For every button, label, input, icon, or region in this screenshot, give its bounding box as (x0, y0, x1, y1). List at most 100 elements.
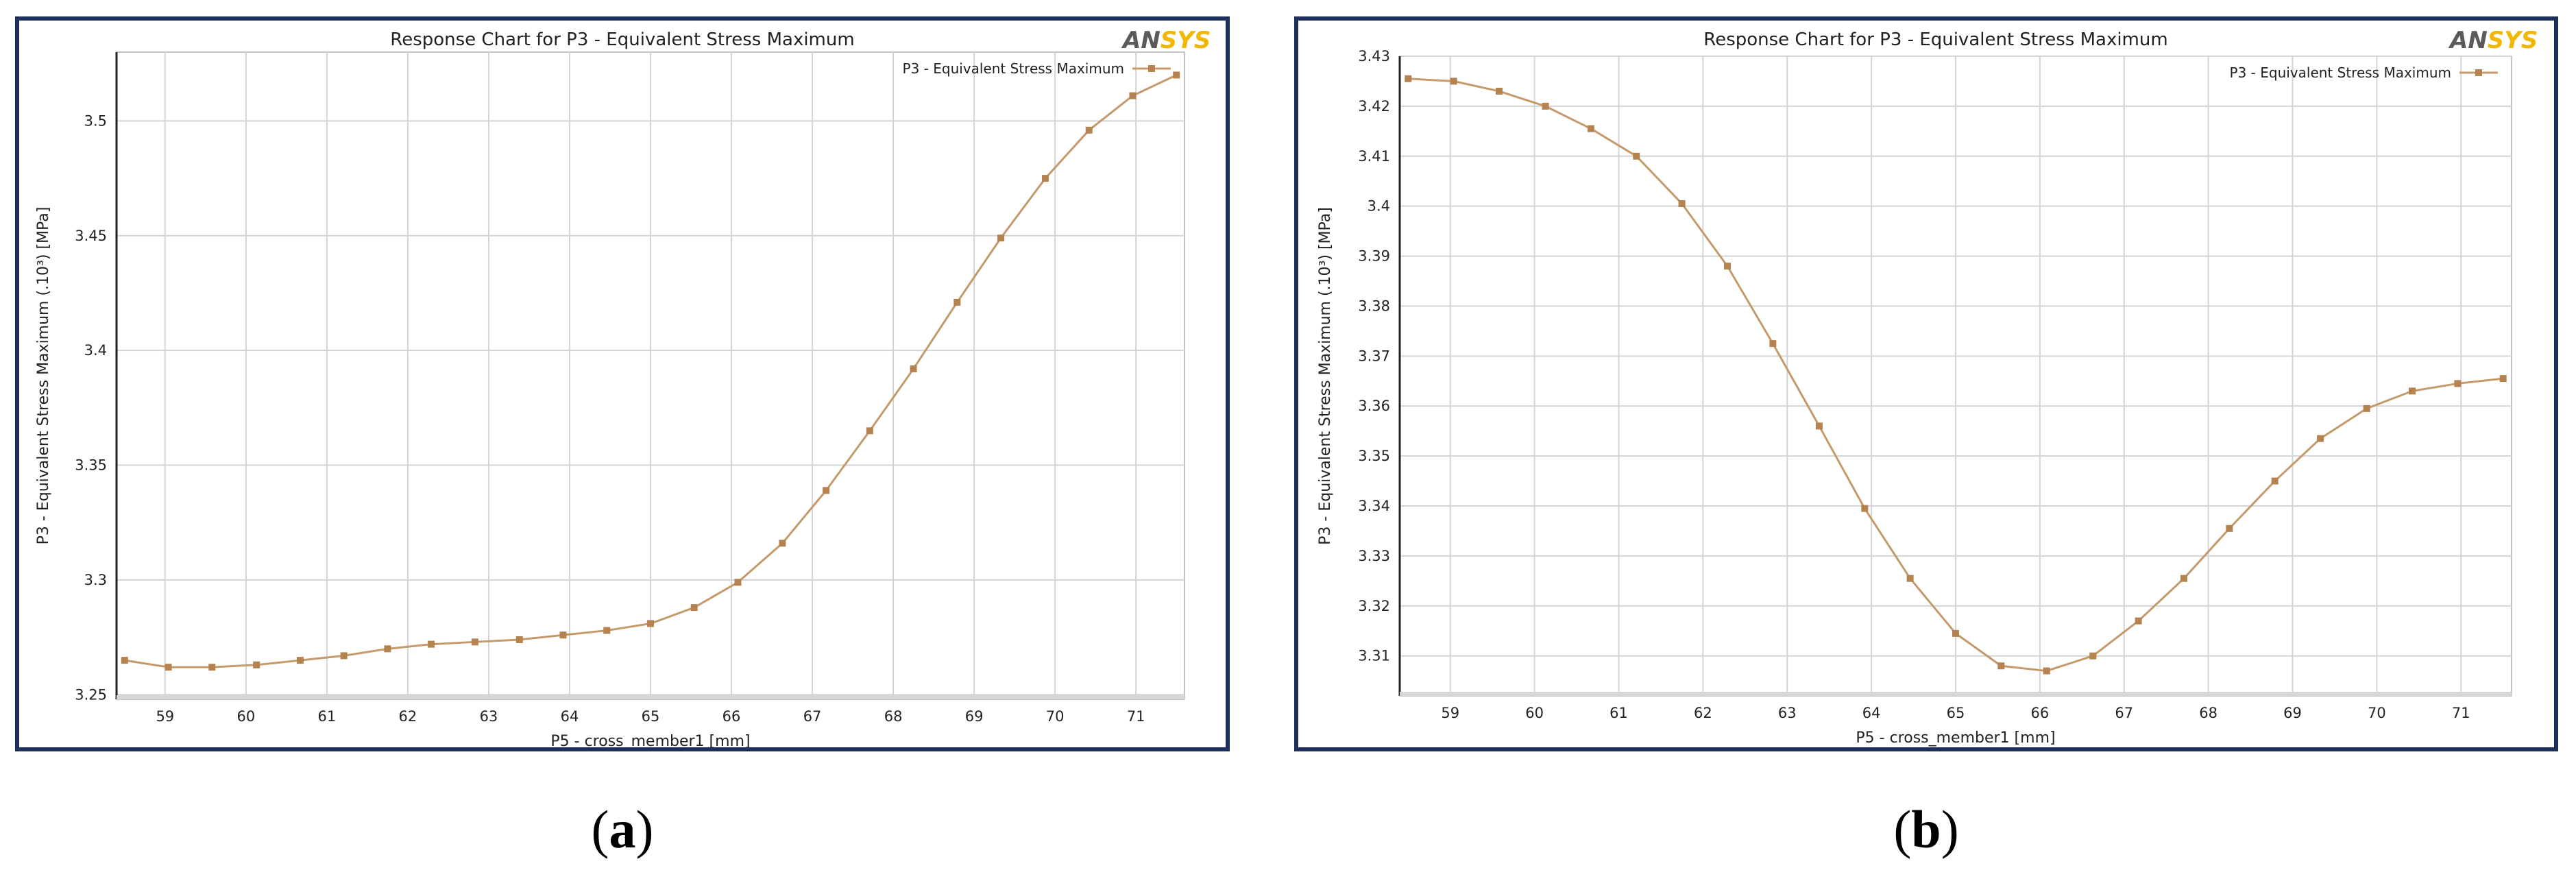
subfigure-label-a: (a) (591, 799, 654, 859)
legend-swatch-marker (2475, 69, 2482, 76)
data-point (2317, 435, 2324, 442)
data-point (603, 627, 611, 634)
x-tick-label: 63 (1778, 705, 1797, 721)
chart-title: Response Chart for P3 - Equivalent Stres… (390, 29, 854, 50)
legend-label: P3 - Equivalent Stress Maximum (903, 60, 1124, 77)
logo-part-an: AN (1121, 27, 1161, 54)
data-point (1450, 77, 1457, 85)
x-axis-strip (1400, 692, 2512, 696)
data-point (647, 620, 654, 627)
data-point (340, 652, 348, 660)
x-tick-label: 67 (803, 708, 822, 725)
y-tick-label: 3.43 (1358, 48, 1390, 64)
subfigure-label-b: (b) (1893, 799, 1959, 859)
data-point (823, 487, 830, 494)
data-point (690, 604, 698, 612)
y-tick-label: 3.5 (84, 112, 107, 129)
data-point (910, 365, 917, 372)
x-tick-label: 66 (2031, 705, 2050, 721)
y-tick-label: 3.39 (1358, 248, 1390, 265)
x-tick-label: 69 (965, 708, 984, 725)
data-point (734, 579, 742, 586)
x-tick-label: 67 (2115, 705, 2133, 721)
y-tick-label: 3.35 (75, 457, 107, 474)
data-point (253, 661, 260, 668)
data-point (2499, 375, 2507, 383)
x-tick-label: 59 (156, 708, 174, 725)
data-point (1041, 175, 1049, 182)
data-point (471, 638, 478, 646)
logo-part-an: AN (2448, 27, 2488, 54)
x-tick-label: 71 (1127, 708, 1145, 725)
data-point (1723, 263, 1731, 270)
data-point (779, 540, 786, 547)
logo-part-sys: SYS (1161, 27, 1211, 54)
data-point (2226, 524, 2233, 532)
x-tick-label: 69 (2283, 705, 2302, 721)
data-point (1997, 662, 2005, 670)
ansys-logo: ANSYS (1121, 27, 1211, 54)
y-tick-label: 3.34 (1358, 498, 1390, 514)
data-point (121, 657, 128, 664)
y-tick-label: 3.41 (1358, 148, 1390, 165)
x-tick-label: 71 (2452, 705, 2470, 721)
data-point (1861, 505, 1869, 512)
data-point (208, 664, 216, 671)
data-point (997, 234, 1005, 242)
y-tick-label: 3.4 (84, 342, 107, 359)
data-point (1405, 75, 1412, 82)
x-tick-label: 68 (884, 708, 903, 725)
chart-panel-b: Response Chart for P3 - Equivalent Stres… (1294, 16, 2558, 751)
data-point (1678, 200, 1686, 208)
y-tick-label: 3.3 (84, 572, 107, 588)
y-axis-label: P3 - Equivalent Stress Maximum (.10³) [M… (1317, 207, 1334, 545)
x-tick-label: 60 (1525, 705, 1544, 721)
data-point (165, 664, 172, 671)
data-point (2043, 667, 2050, 675)
data-point (866, 427, 873, 435)
y-axis-label: P3 - Equivalent Stress Maximum (.10³) [M… (35, 207, 52, 545)
x-tick-label: 59 (1441, 705, 1459, 721)
y-tick-label: 3.35 (1358, 448, 1390, 464)
y-tick-label: 3.37 (1358, 348, 1390, 364)
data-point (384, 645, 391, 653)
x-tick-label: 66 (722, 708, 741, 725)
y-tick-label: 3.42 (1358, 98, 1390, 114)
x-tick-label: 70 (1046, 708, 1065, 725)
data-point (2180, 575, 2188, 582)
data-point (296, 657, 304, 664)
x-axis-strip (117, 695, 1184, 699)
chart-title: Response Chart for P3 - Equivalent Stres… (1703, 29, 2167, 50)
data-point (1129, 92, 1137, 99)
x-tick-label: 65 (642, 708, 660, 725)
data-point (559, 631, 567, 639)
y-tick-label: 3.32 (1358, 598, 1390, 614)
data-point (1952, 629, 1959, 637)
data-point (2363, 405, 2370, 412)
data-point (953, 298, 961, 306)
data-point (1769, 340, 1777, 348)
data-point (1542, 102, 1549, 110)
x-tick-label: 62 (1694, 705, 1712, 721)
x-tick-label: 70 (2368, 705, 2386, 721)
x-tick-label: 65 (1947, 705, 1965, 721)
data-point (1495, 88, 1503, 95)
data-point (2089, 652, 2097, 660)
chart-a: Response Chart for P3 - Equivalent Stres… (35, 27, 1211, 747)
x-tick-label: 61 (318, 708, 337, 725)
y-tick-label: 3.45 (75, 228, 107, 244)
data-point (1173, 71, 1180, 79)
y-tick-label: 3.33 (1358, 548, 1390, 564)
x-tick-label: 61 (1609, 705, 1628, 721)
data-point (2135, 617, 2142, 625)
data-point (2271, 477, 2279, 485)
ansys-logo: ANSYS (2448, 27, 2538, 54)
logo-part-sys: SYS (2488, 27, 2538, 54)
data-point (2454, 380, 2462, 387)
y-tick-label: 3.4 (1368, 198, 1390, 215)
data-point (1633, 152, 1640, 160)
y-tick-label: 3.36 (1358, 398, 1390, 414)
legend-label: P3 - Equivalent Stress Maximum (2230, 64, 2451, 81)
legend-swatch-marker (1148, 65, 1155, 72)
y-tick-label: 3.38 (1358, 298, 1390, 314)
